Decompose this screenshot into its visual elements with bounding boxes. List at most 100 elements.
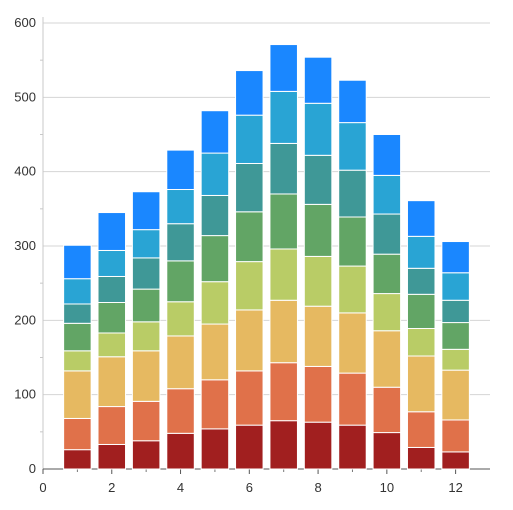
y-tick-label: 100 [14,387,36,402]
bar-segment [235,162,264,213]
bar-segment [166,301,195,337]
bar-segment [97,356,127,408]
bars [63,44,470,470]
bar-segment [269,248,298,301]
bar-segment [338,265,367,314]
bar-segment [97,332,127,358]
bar-segment [406,328,436,357]
y-tick-label: 500 [14,89,36,104]
bar-segment [406,200,436,237]
bar-segment [269,362,298,422]
bar-segment [166,388,195,434]
bar-segment [235,370,264,426]
bar-segment [131,229,161,259]
y-tick-label: 400 [14,164,36,179]
bar-segment [63,417,92,451]
bar-segment [406,235,436,269]
bar-segment [406,446,436,470]
y-tick-label: 600 [14,15,36,30]
bar-segment [372,253,402,295]
bar-segment [338,372,367,426]
x-tick-label: 6 [246,480,253,495]
bar-segment [441,322,470,350]
bar-segment [372,330,402,388]
bar-segment [200,323,230,381]
bar-segment [200,235,230,283]
bar-segment [97,275,127,303]
bar-segment [303,255,333,307]
bar-segment [131,257,161,290]
bar-segment [200,281,230,325]
bar-segment [372,134,402,176]
bar-segment [303,203,333,257]
bar-segment [372,293,402,332]
bar-segment [131,400,161,442]
bar-segment [166,223,195,262]
bar-segment [235,114,264,164]
tick-labels: 0 100 200 300 400 500 600 0 2 4 6 8 10 12 [14,15,463,495]
bar-segment [131,288,161,323]
y-tick-label: 0 [29,461,36,476]
bar-segment [131,440,161,470]
y-tick-label: 300 [14,238,36,253]
bar-segment [131,321,161,352]
bar-segment [406,355,436,413]
bar-segment [166,260,195,303]
x-tick-label: 8 [314,480,321,495]
bar-segment [235,309,264,372]
bar-segment [63,449,92,470]
bar-segment [63,350,92,372]
bar-segment [303,102,333,156]
bar-segment [97,406,127,445]
bar-segment [441,348,470,371]
bar-segment [372,213,402,255]
bar-segment [200,194,230,237]
x-tick-label: 10 [380,480,394,495]
bar-segment [441,241,470,274]
bar-segment [97,443,127,470]
bar-segment [131,191,161,231]
bar-segment [166,149,195,191]
bar-segment [269,142,298,195]
bar-segment [235,424,264,470]
bar-segment [97,301,127,334]
bar-segment [269,420,298,470]
bar-segment [200,110,230,154]
bar-segment [97,249,127,277]
bar-segment [441,369,470,421]
bar-segment [441,419,470,453]
bar-segment [338,424,367,470]
bar-segment [235,211,264,263]
y-tick-label: 200 [14,312,36,327]
bar-segment [166,432,195,470]
bar-segment [269,44,298,92]
bar-segment [63,303,92,324]
bar-segment [303,305,333,367]
bar-segment [235,261,264,311]
bar-segment [303,365,333,423]
bar-segment [166,335,195,390]
bar-segment [269,193,298,250]
bar-segment [406,267,436,295]
bar-segment [269,299,298,364]
bar-segment [338,122,367,171]
bar-segment [338,216,367,267]
bar-segment [303,154,333,205]
bar-segment [303,421,333,470]
x-tick-label: 0 [39,480,46,495]
bar-segment [166,189,195,225]
bar-segment [338,312,367,374]
bar-segment [63,322,92,352]
bar-segment [372,174,402,215]
bar-segment [441,272,470,301]
x-tick-label: 12 [448,480,462,495]
x-tick-label: 2 [108,480,115,495]
bar-segment [338,79,367,124]
bar-segment [406,293,436,330]
bar-segment [63,244,92,280]
bar-segment [372,386,402,434]
bar-segment [338,169,367,218]
x-tick-label: 4 [177,480,184,495]
bar-segment [131,350,161,402]
